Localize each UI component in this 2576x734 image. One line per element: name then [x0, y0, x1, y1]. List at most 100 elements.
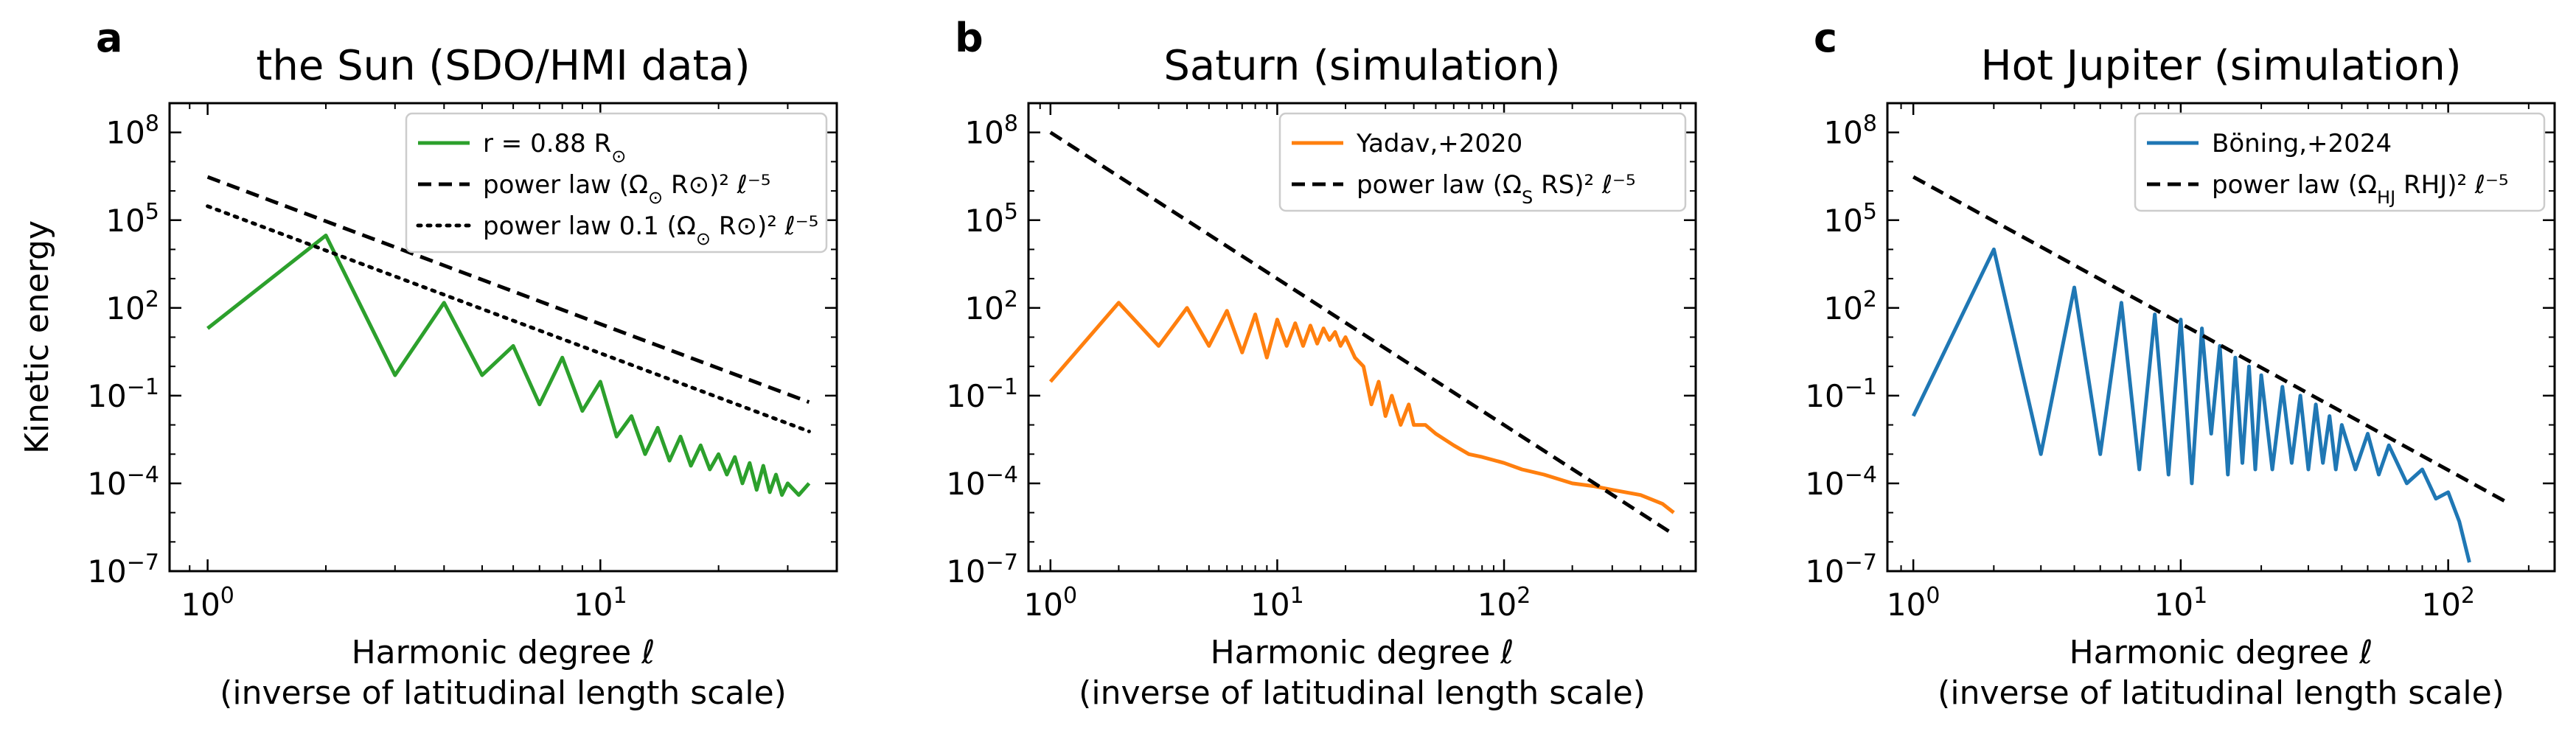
legend-label-main: power law 0.1 (Ω [483, 212, 696, 241]
y-tick-label-exp: 2 [1863, 286, 1877, 312]
y-tick-label-exp: 8 [1863, 111, 1877, 136]
y-tick-label: 10−1 [1805, 374, 1877, 414]
x-tick-label: 100 [1887, 583, 1940, 623]
y-tick-label-exp: −7 [1845, 550, 1877, 576]
x-tick-label-exp: 0 [1926, 583, 1940, 609]
y-tick-label-exp: 8 [1004, 111, 1018, 136]
y-tick-label-exp: −1 [1845, 374, 1877, 399]
y-tick-label: 108 [1823, 111, 1877, 151]
y-tick-label-base: 10 [1805, 553, 1844, 590]
legend-label-sub: HJ [2377, 187, 2395, 208]
legend-label-sub: ⊙ [696, 228, 711, 249]
y-tick-label-exp: 5 [1004, 198, 1018, 224]
series-group [206, 175, 811, 497]
legend-label-sub: S [1522, 187, 1533, 208]
chart-title: the Sun (SDO/HMI data) [256, 42, 750, 90]
x-tick-label-base: 10 [2421, 587, 2460, 623]
series-group [1911, 175, 2511, 563]
x-tick-label-exp: 1 [2193, 583, 2207, 609]
legend-label-sub: ⊙ [611, 146, 626, 167]
legend-label-main: Yadav,+2020 [1356, 129, 1522, 158]
y-tick-label-base: 10 [87, 378, 126, 414]
panel-label: c [1814, 15, 1837, 61]
x-axis-label: Harmonic degree ℓ [2069, 634, 2373, 671]
y-tick-label-exp: −4 [127, 461, 159, 487]
y-tick-label: 105 [1823, 198, 1877, 239]
y-tick-label: 10−1 [946, 374, 1018, 414]
y-tick-label-exp: 5 [145, 198, 159, 224]
x-tick-label-base: 10 [2154, 587, 2193, 623]
y-tick-label-base: 10 [946, 553, 985, 590]
x-tick-label-base: 10 [1887, 587, 1926, 623]
legend-label: r = 0.88 R⊙ [483, 129, 626, 167]
x-tick-label-base: 10 [1250, 587, 1289, 623]
legend-label: power law (ΩS RS)² ℓ⁻⁵ [1357, 170, 1636, 208]
x-tick-label: 100 [181, 583, 234, 623]
y-tick-label: 102 [105, 286, 159, 326]
x-tick-label: 101 [574, 583, 627, 623]
x-tick-label-base: 10 [181, 587, 220, 623]
chart-title: Saturn (simulation) [1163, 42, 1560, 90]
legend-label-main: power law (Ω [1357, 170, 1522, 200]
series-line-dashed [206, 175, 810, 405]
x-tick-label: 102 [2421, 583, 2475, 623]
y-tick-label-base: 10 [87, 553, 126, 590]
x-tick-label-exp: 1 [613, 583, 627, 609]
series-line-data [1048, 301, 1675, 514]
plot-frame [1886, 102, 2556, 573]
legend-label-tail: R⊙)² ℓ⁻⁵ [711, 212, 818, 241]
legend-label-main: power law (Ω [2212, 170, 2377, 200]
legend-box [405, 112, 828, 254]
y-tick-label-exp: −1 [127, 374, 159, 399]
y-tick-label-exp: 2 [1004, 286, 1018, 312]
x-tick-label-exp: 2 [2461, 583, 2475, 609]
x-axis-sublabel: (inverse of latitudinal length scale) [1079, 674, 1646, 712]
y-tick-label: 10−7 [946, 550, 1018, 590]
x-tick-label: 100 [1024, 583, 1078, 623]
y-tick-label-base: 10 [1823, 115, 1862, 151]
x-tick-label: 102 [1477, 583, 1531, 623]
x-tick-label-exp: 0 [220, 583, 234, 609]
x-tick-label-base: 10 [1477, 587, 1517, 623]
y-tick-label-base: 10 [105, 203, 145, 239]
chart-title: Hot Jupiter (simulation) [1980, 42, 2461, 90]
y-tick-label: 102 [964, 286, 1018, 326]
legend-box [1278, 112, 1687, 212]
panel-label: a [96, 15, 122, 61]
x-tick-label: 101 [1250, 583, 1304, 623]
y-tick-label-exp: 5 [1863, 198, 1877, 224]
y-tick-label: 10−7 [87, 550, 159, 590]
y-tick-label-exp: −7 [986, 550, 1018, 576]
y-tick-label-base: 10 [1823, 203, 1862, 239]
y-tick-label-base: 10 [946, 466, 985, 502]
legend-label: power law (Ω⊙ R⊙)² ℓ⁻⁵ [483, 170, 770, 208]
x-tick-label-exp: 2 [1517, 583, 1531, 609]
x-axis-label: Harmonic degree ℓ [1211, 634, 1514, 671]
y-tick-label: 10−4 [87, 461, 159, 502]
panel-label: b [955, 15, 984, 61]
series-line-dotted [206, 204, 811, 433]
legend-label: power law (ΩHJ RHJ)² ℓ⁻⁵ [2212, 170, 2509, 208]
legend-label: Böning,+2024 [2212, 129, 2392, 158]
y-tick-label: 108 [105, 111, 159, 151]
legend-label-main: Böning,+2024 [2212, 129, 2392, 158]
y-tick-label-base: 10 [105, 115, 145, 151]
series-group [1048, 130, 1675, 536]
x-axis-sublabel: (inverse of latitudinal length scale) [220, 674, 787, 712]
x-axis-label: Harmonic degree ℓ [352, 634, 655, 671]
legend-label-tail: R⊙)² ℓ⁻⁵ [663, 170, 770, 200]
plot-frame [1027, 102, 1697, 573]
x-tick-label-exp: 0 [1063, 583, 1077, 609]
y-tick-label: 10−7 [1805, 550, 1877, 590]
y-axis-label: Kinetic energy [18, 220, 56, 454]
x-tick-label-base: 10 [1024, 587, 1063, 623]
x-tick-label-exp: 1 [1290, 583, 1304, 609]
y-tick-label-exp: −4 [1845, 461, 1877, 487]
plot-frame [168, 102, 838, 573]
y-tick-label: 10−1 [87, 374, 159, 414]
y-tick-label-exp: −7 [127, 550, 159, 576]
